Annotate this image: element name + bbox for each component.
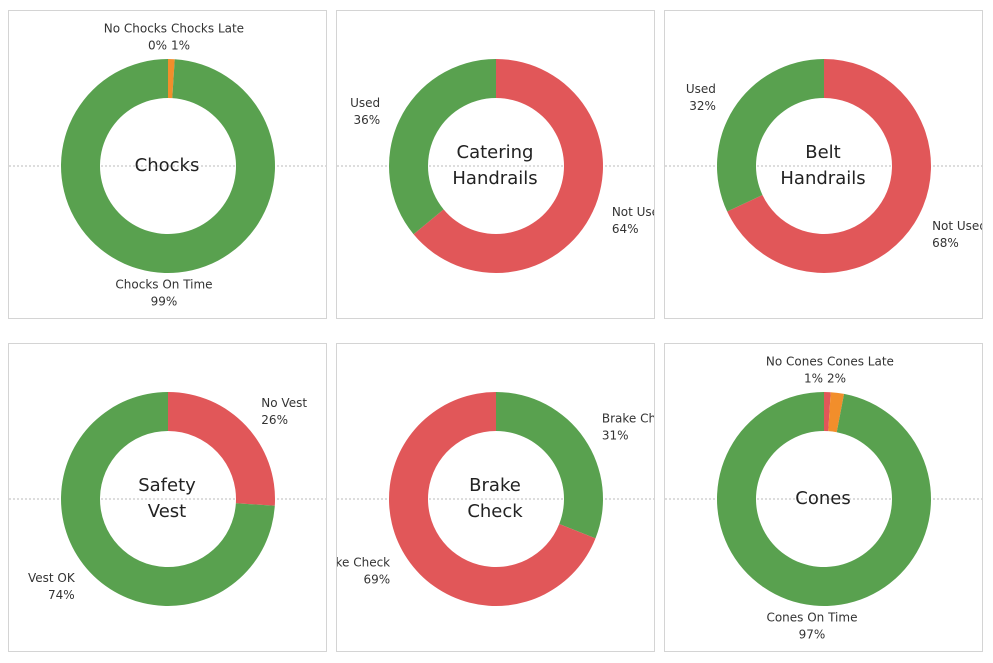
chart-title: Chocks <box>134 155 200 176</box>
donut-chart: No Vest 26% Vest OK 74% <box>9 392 326 606</box>
chart-panel: Brake Check OK31%No Brake Check69%Brake … <box>336 343 655 652</box>
slice-value-label: 68% <box>932 236 959 250</box>
slice-value-label: 0% <box>148 39 167 53</box>
slice-label: Not Used <box>932 219 982 233</box>
donut-slice <box>824 392 831 432</box>
slice-value-label: 74% <box>48 588 75 602</box>
chart-panel: Not Used 68% Used 32% Belt Handrails <box>664 10 983 319</box>
slice-label: No Brake Check <box>337 555 390 569</box>
slice-value-label: 1% <box>804 372 823 386</box>
donut-slice <box>389 59 496 235</box>
donut-slice <box>60 392 275 606</box>
slice-value-label: 26% <box>261 413 288 427</box>
donut-slice <box>727 59 931 273</box>
slice-label: Chocks On Time <box>115 278 212 292</box>
slice-value-label: 32% <box>689 99 716 113</box>
donut-slice <box>717 392 931 606</box>
slice-label: Vest OK <box>28 571 76 585</box>
donut-chart: Not Used 64% Used 36% <box>337 59 654 274</box>
chart-title: Brake Check <box>467 475 523 522</box>
slice-label: Chocks Late <box>171 22 244 36</box>
slice-value-label: 31% <box>602 429 629 443</box>
chart-title: Belt Handrails <box>780 142 866 189</box>
chart-title: Safety Vest <box>138 475 196 522</box>
slice-value-label: 99% <box>151 295 178 309</box>
chart-panel: Not Used 64% Used 36% Catering Handrails <box>336 10 655 319</box>
chart-panel: No Cones 1% Cones Late 2% Cones On Time 97% Co… <box>664 343 983 652</box>
donut-slice <box>60 59 275 273</box>
chart-title: Catering Handrails <box>452 142 538 189</box>
slice-value-label: 64% <box>612 222 639 236</box>
slice-label: Cones On Time <box>766 611 857 625</box>
donut-chart: Brake Check OK 31% No Brake Check 69% <box>337 392 654 606</box>
slice-value-label: 97% <box>799 628 826 642</box>
slice-label: No Vest <box>261 396 307 410</box>
donut-slice <box>496 392 603 539</box>
slice-value-label: 2% <box>827 372 846 386</box>
slice-label: Used <box>350 96 380 110</box>
slice-label: No Cones <box>766 355 823 369</box>
donut-slice <box>413 59 603 274</box>
donut-chart: No Chocks 0% Chocks Late 1% Chocks On Time 99… <box>9 22 326 309</box>
donut-slice <box>389 392 596 606</box>
donut-slice <box>717 59 824 212</box>
donut-chart: Not Used 68% Used 32% <box>665 59 982 273</box>
slice-label: Used <box>686 82 716 96</box>
donut-slice <box>828 392 845 433</box>
donut-slice <box>168 59 175 99</box>
chart-panel: No Vest 26% Vest OK 74% Safety Vest <box>8 343 327 652</box>
slice-value-label: 69% <box>363 572 390 586</box>
slice-label: Not Used <box>612 205 654 219</box>
slice-value-label: 1% <box>171 39 190 53</box>
slice-label: No Chocks <box>104 22 167 36</box>
donut-chart: No Cones 1% Cones Late 2% Cones On Time 97% <box>665 355 982 642</box>
donut-slice <box>168 392 275 506</box>
slice-label: Brake Check OK <box>602 412 654 426</box>
chart-panel: No Chocks 0% Chocks Late 1% Chocks On Time 99… <box>8 10 327 319</box>
slice-value-label: 36% <box>354 113 381 127</box>
slice-label: Cones Late <box>827 355 894 369</box>
chart-title: Cones <box>795 488 851 509</box>
